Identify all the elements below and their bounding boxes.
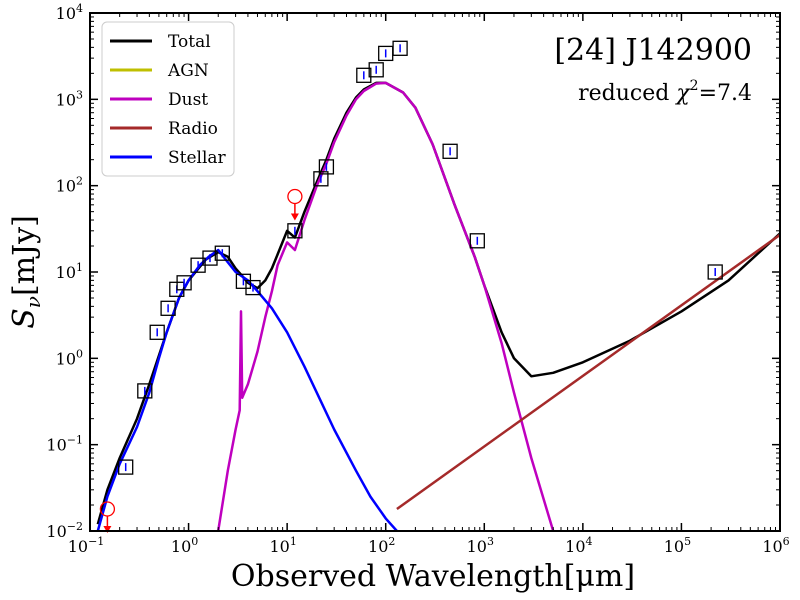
- series-line-dust: [216, 81, 555, 531]
- upper-limit-marker: [287, 188, 303, 205]
- photometry-point: [287, 223, 303, 239]
- photometry-point: [214, 245, 230, 261]
- photometry-point: [368, 62, 384, 78]
- legend: Total AGN Dust Radio Stellar: [101, 21, 235, 177]
- photometry-point: [318, 159, 335, 175]
- y-tick-label: 10−2: [46, 520, 83, 541]
- y-tick-label: 101: [56, 261, 83, 282]
- photometry-point: [118, 459, 134, 475]
- photometry-point: [149, 324, 165, 340]
- y-tick-label: 102: [56, 175, 83, 196]
- series-line-radio: [396, 233, 780, 511]
- annotation-title: [24] J142900: [554, 33, 752, 68]
- y-tick-label: 104: [56, 2, 83, 23]
- photometry-point: [707, 264, 723, 280]
- x-axis-title: Observed Wavelength[μm]: [231, 559, 635, 594]
- legend-label-dust: Dust: [168, 90, 208, 110]
- y-tick-label: 10−1: [46, 434, 83, 455]
- x-tick-label: 101: [269, 535, 296, 556]
- photometry-point: [245, 279, 261, 296]
- x-tick-label: 106: [762, 535, 789, 556]
- photometry-point: [176, 275, 192, 291]
- upper-limit-arrow-head: [290, 213, 299, 221]
- upper-limit-arrow-head: [103, 526, 112, 533]
- x-tick-label: 100: [171, 535, 198, 556]
- x-tick-label: 103: [467, 535, 494, 556]
- legend-label-agn: AGN: [167, 61, 209, 81]
- x-tick-label: 10−1: [68, 535, 105, 556]
- x-tick-label: 102: [368, 535, 395, 556]
- legend-label-total: Total: [168, 32, 211, 52]
- y-tick-label: 103: [56, 88, 83, 109]
- upper-limit-points: [99, 188, 303, 533]
- photometry-point: [469, 233, 485, 249]
- series-line-stellar: [96, 248, 398, 531]
- annotation-subtitle: reduced χ2=7.4: [578, 78, 752, 106]
- photometry-point: [356, 67, 372, 83]
- photometry-point: [235, 273, 252, 289]
- x-tick-label: 104: [565, 535, 592, 556]
- photometry-point: [160, 300, 176, 316]
- legend-label-radio: Radio: [168, 119, 218, 139]
- photometry-point: [137, 383, 153, 399]
- photometry-point: [442, 143, 458, 159]
- plot-frame: [89, 12, 781, 532]
- y-axis-title: Sν[mJy]: [7, 215, 45, 329]
- x-tick-label: 105: [664, 535, 691, 556]
- svg-text:Sν[mJy]: Sν[mJy]: [7, 215, 45, 329]
- legend-box: [101, 21, 235, 177]
- photometry-points: [118, 40, 723, 475]
- photometry-point: [202, 250, 218, 266]
- photometry-point: [313, 171, 329, 187]
- legend-label-stellar: Stellar: [168, 148, 227, 168]
- photometry-point: [392, 40, 408, 56]
- y-tick-label: 100: [56, 347, 83, 368]
